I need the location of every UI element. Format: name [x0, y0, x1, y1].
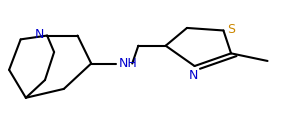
Text: N: N: [35, 28, 44, 41]
Text: NH: NH: [119, 57, 137, 70]
Text: N: N: [188, 69, 198, 82]
Text: S: S: [227, 23, 235, 36]
